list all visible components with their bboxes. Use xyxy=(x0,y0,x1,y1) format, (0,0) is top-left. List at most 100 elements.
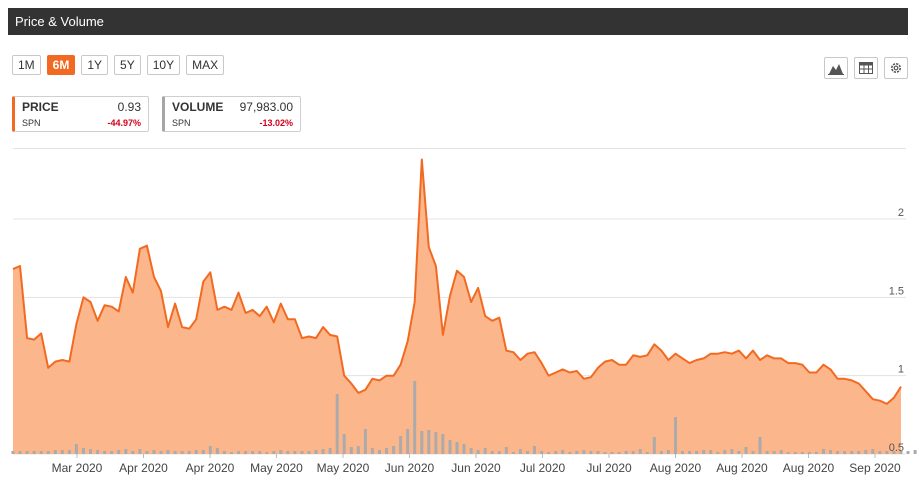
x-tick-label: Jun 2020 xyxy=(385,461,435,475)
volume-bar xyxy=(335,394,339,454)
volume-bar xyxy=(702,450,706,454)
volume-bar xyxy=(885,451,889,454)
range-1m-button[interactable]: 1M xyxy=(12,55,41,75)
volume-bar xyxy=(314,450,318,454)
volume-bar xyxy=(582,450,586,454)
volume-bar xyxy=(46,451,50,454)
x-tick-label: Jul 2020 xyxy=(586,461,632,475)
volume-bar xyxy=(638,449,642,454)
volume-bar xyxy=(32,451,36,454)
volume-bar xyxy=(392,446,396,454)
volume-bar xyxy=(659,451,663,454)
volume-ticker: SPN xyxy=(172,118,191,128)
volume-bar xyxy=(822,449,825,454)
volume-bar xyxy=(293,451,297,454)
volume-bar xyxy=(82,448,85,454)
range-1y-button[interactable]: 1Y xyxy=(81,55,109,75)
settings-button[interactable] xyxy=(884,57,908,79)
volume-bar xyxy=(96,450,100,454)
volume-bar xyxy=(772,451,776,454)
panel-title: Price & Volume xyxy=(8,8,908,35)
volume-bar xyxy=(850,451,854,454)
volume-bar xyxy=(906,451,910,454)
volume-bar xyxy=(180,451,184,454)
volume-bar xyxy=(758,437,762,454)
volume-bar xyxy=(441,434,445,454)
volume-bar xyxy=(533,446,536,454)
range-10y-button[interactable]: 10Y xyxy=(146,55,181,75)
price-area xyxy=(13,159,901,454)
volume-bar xyxy=(208,446,212,454)
volume-bar xyxy=(363,429,367,454)
volume-bar xyxy=(152,450,156,454)
volume-bar xyxy=(448,440,452,454)
volume-bar xyxy=(251,451,255,454)
volume-card: VOLUME 97,983.00 SPN -13.02% xyxy=(162,96,301,132)
x-tick-label: Aug 2020 xyxy=(650,461,702,475)
y-tick-label: 1 xyxy=(898,364,904,376)
volume-bar xyxy=(518,449,522,454)
volume-bar xyxy=(39,451,43,454)
volume-bar xyxy=(843,451,847,454)
volume-bar xyxy=(469,448,473,454)
volume-bar xyxy=(899,451,903,454)
volume-bar xyxy=(617,452,621,454)
price-line xyxy=(12,158,902,405)
volume-bar xyxy=(427,430,431,454)
price-label: PRICE xyxy=(22,100,59,114)
volume-bar xyxy=(681,451,684,454)
table-view-button[interactable] xyxy=(854,57,878,79)
volume-bar xyxy=(145,451,149,454)
volume-bar xyxy=(420,431,424,454)
range-max-button[interactable]: MAX xyxy=(186,55,225,75)
volume-bar xyxy=(913,450,917,454)
volume-bar xyxy=(779,450,783,454)
volume-bar xyxy=(674,417,677,454)
volume-bar xyxy=(483,448,487,454)
volume-bar xyxy=(526,451,529,454)
gear-icon xyxy=(891,63,901,73)
volume-bar xyxy=(328,448,332,454)
volume-bar xyxy=(624,451,628,454)
volume-bar xyxy=(53,450,57,454)
volume-bar xyxy=(800,452,804,454)
volume-bar xyxy=(349,447,353,454)
x-tick-label: Apr 2020 xyxy=(186,461,235,475)
volume-bar xyxy=(857,451,861,454)
volume-bar xyxy=(455,442,459,454)
volume-bar xyxy=(631,451,635,454)
volume-bar xyxy=(321,449,325,454)
volume-bar xyxy=(864,450,868,454)
x-tick-label: Sep 2020 xyxy=(849,461,901,475)
volume-bar xyxy=(385,448,388,454)
volume-bar xyxy=(18,451,22,454)
volume-bar xyxy=(511,452,515,454)
volume-bar xyxy=(666,450,670,454)
range-5y-button[interactable]: 5Y xyxy=(114,55,141,75)
x-tick-label: Mar 2020 xyxy=(52,461,103,475)
volume-bar xyxy=(765,451,769,454)
volume-bar xyxy=(222,451,226,454)
range-6m-button[interactable]: 6M xyxy=(46,55,76,75)
volume-bar xyxy=(476,450,480,454)
volume-bar xyxy=(406,429,410,454)
volume-change: -13.02% xyxy=(259,118,293,128)
volume-bar xyxy=(751,451,755,454)
volume-bar xyxy=(793,452,797,454)
volume-bar xyxy=(504,447,508,454)
volume-bar xyxy=(892,451,896,454)
volume-bar xyxy=(645,452,649,454)
chart-type-button[interactable] xyxy=(824,57,848,79)
volume-bar xyxy=(589,451,593,454)
volume-bar xyxy=(871,449,875,454)
volume-bar xyxy=(103,451,107,454)
volume-bar xyxy=(603,452,607,454)
x-tick-label: May 2020 xyxy=(250,461,303,475)
volume-bar xyxy=(547,452,551,454)
chart-toolbar xyxy=(824,57,908,79)
range-selector: 1M 6M 1Y 5Y 10Y MAX xyxy=(12,55,225,75)
volume-bar xyxy=(723,450,727,454)
volume-bar xyxy=(652,437,656,454)
volume-bar xyxy=(286,451,290,454)
volume-bar xyxy=(829,450,832,454)
